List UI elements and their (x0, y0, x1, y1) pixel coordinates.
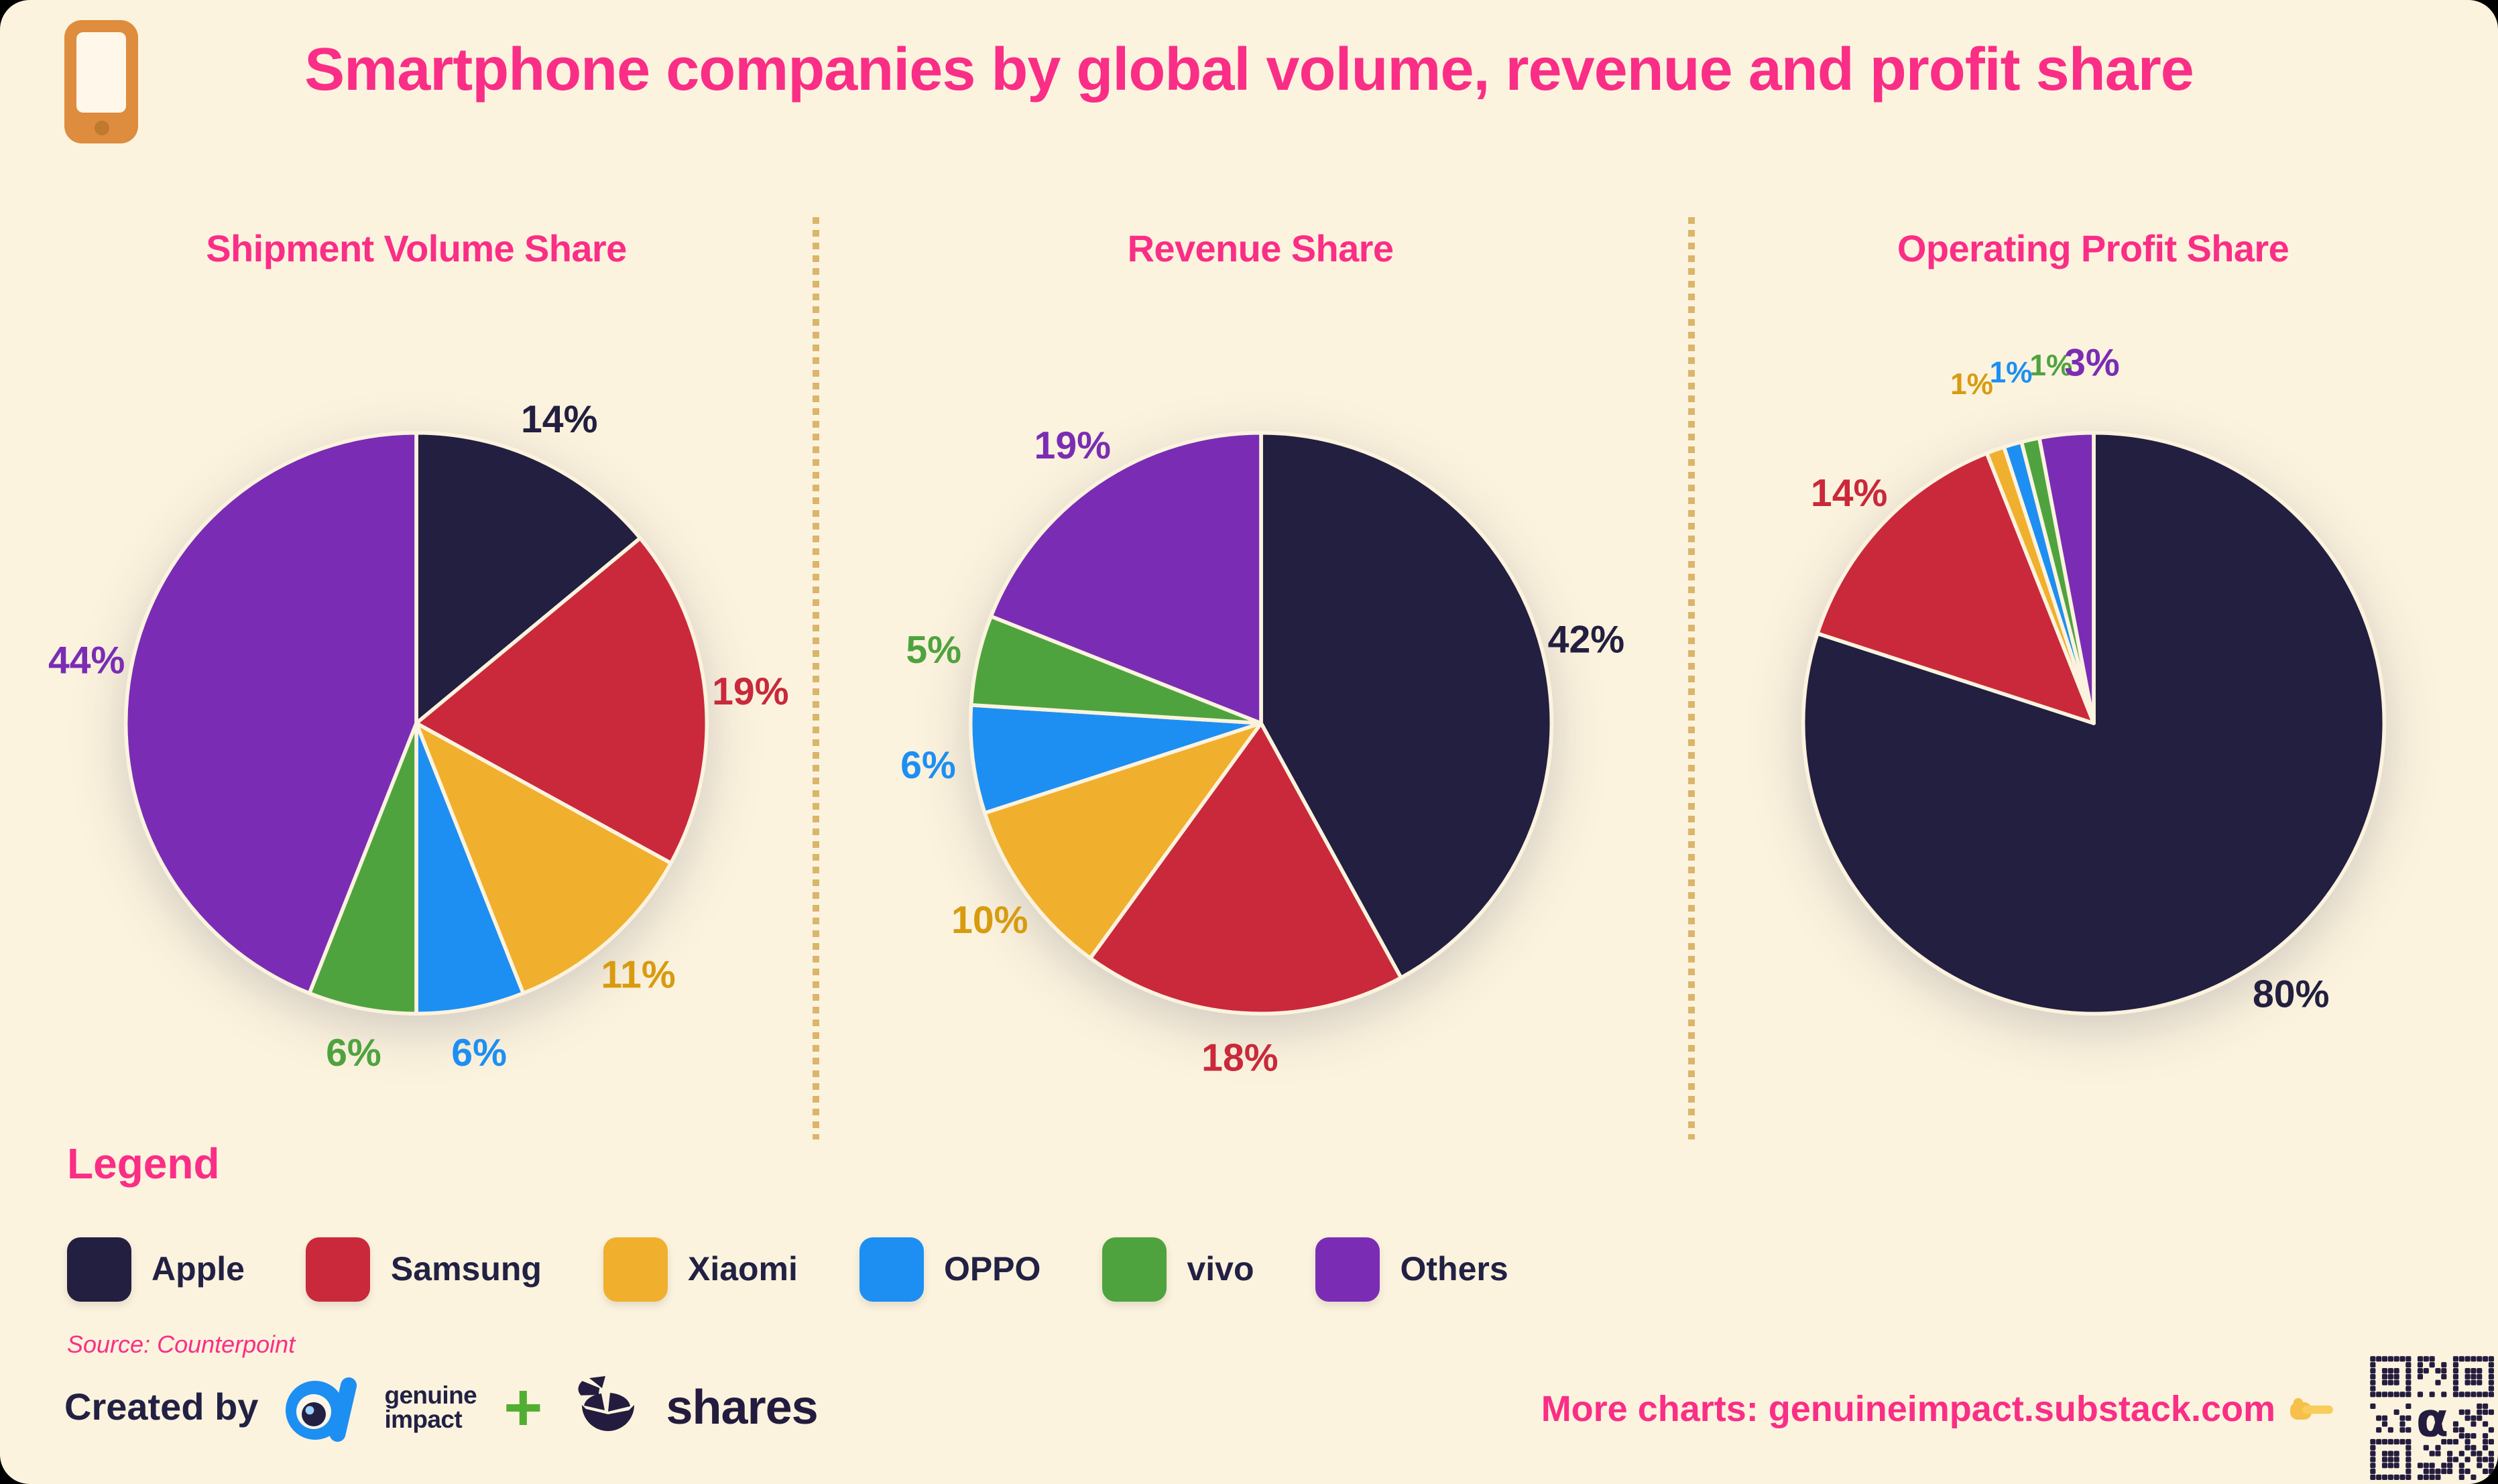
pie-slice-samsung (414, 536, 709, 865)
chart-shipment-volume-share: Shipment Volume Share 14% 19% 11% 6% 6% 44% (0, 201, 833, 1148)
slice-label-others: 44% (48, 639, 125, 682)
created-by-label: Created by (64, 1386, 259, 1428)
more-charts-group: More charts: genuineimpact.substack.com (1541, 1389, 2334, 1430)
slice-label-xiaomi: 10% (951, 899, 1027, 942)
legend-swatch-apple (67, 1237, 131, 1302)
pie-chart-shipment-volume: 14% 19% 11% 6% 6% 44% (0, 398, 833, 1074)
legend-label: Apple (152, 1250, 245, 1288)
slice-label-vivo: 6% (326, 1032, 381, 1074)
pie-chart-operating-profit: 80% 14% 1% 1% 1% 3% (1688, 342, 2498, 1028)
charts-row: Shipment Volume Share 14% 19% 11% 6% 6% 44% R… (0, 201, 2498, 1148)
legend-item-xiaomi: Xiaomi (603, 1237, 798, 1302)
legend-swatch-xiaomi (603, 1237, 668, 1302)
page-title: Smartphone companies by global volume, r… (304, 35, 2194, 103)
legend-label: OPPO (943, 1250, 1041, 1288)
chart-title: Revenue Share (1127, 228, 1394, 269)
slice-label-vivo: 5% (905, 629, 961, 672)
chart-revenue-share: Revenue Share 42% 18% 10% 6% 5% 19% (833, 201, 1688, 1148)
pie-slice-samsung (1087, 721, 1403, 1016)
slice-label-samsung: 19% (712, 670, 788, 713)
dotted-divider (813, 217, 819, 1139)
slice-label-samsung: 14% (1810, 472, 1887, 515)
slice-label-samsung: 18% (1201, 1037, 1277, 1080)
created-by-group: Created by genuine impact + (64, 1366, 819, 1449)
legend-label: vivo (1187, 1250, 1254, 1288)
more-charts-link[interactable]: More charts: genuineimpact.substack.com (1541, 1389, 2275, 1429)
smartphone-icon (64, 20, 138, 143)
qr-code[interactable]: α (2367, 1353, 2498, 1484)
pie-slice-oppo (414, 721, 526, 1016)
legend-label: Others (1400, 1250, 1508, 1288)
slice-label-others: 3% (2064, 342, 2119, 385)
pie-slice-others (2036, 430, 2095, 725)
legend-item-apple: Apple (67, 1237, 245, 1302)
legend-swatch-vivo (1102, 1237, 1167, 1302)
legend-swatch-others (1315, 1237, 1380, 1302)
genuine-impact-wordmark: genuine impact (384, 1380, 477, 1433)
slice-label-apple: 42% (1547, 619, 1624, 662)
smartphone-home-button (94, 121, 109, 135)
pie-slice-apple (1258, 430, 1553, 980)
qr-center-alpha-logo: α (2416, 1392, 2449, 1448)
slice-label-xiaomi: 11% (601, 953, 675, 996)
slice-label-others: 19% (1034, 424, 1110, 467)
legend-title: Legend (67, 1139, 220, 1188)
chart-operating-profit-share: Operating Profit Share 80% 14% 1% 1% 1% 3% (1688, 201, 2498, 1148)
plus-sign: + (503, 1370, 543, 1445)
legend-item-vivo: vivo (1102, 1237, 1254, 1302)
legend: Apple Samsung Xiaomi OPPO vivo Others (67, 1237, 2431, 1302)
pie-slice-others (123, 430, 418, 995)
pointing-finger-icon (2290, 1397, 2333, 1419)
pie-slice-xiaomi (414, 721, 673, 995)
pie-slice-apple (414, 430, 642, 725)
source-note: Source: Counterpoint (67, 1331, 296, 1358)
pie-slice-oppo (967, 702, 1262, 815)
legend-label: Samsung (390, 1250, 542, 1288)
legend-block: Legend Apple Samsung Xiaomi OPPO vivo Others (67, 1139, 2431, 1302)
genuine-impact-alpha-logo (285, 1377, 357, 1442)
slice-label-apple: 80% (2252, 973, 2328, 1016)
smartphone-screen (76, 32, 126, 113)
slice-label-oppo: 1% (1989, 356, 2032, 389)
legend-label: Xiaomi (687, 1250, 798, 1288)
pie-chart-revenue: 42% 18% 10% 6% 5% 19% (833, 418, 1688, 1079)
legend-swatch-samsung (306, 1237, 371, 1302)
shares-pie-logo (578, 1376, 634, 1431)
legend-swatch-oppo (859, 1237, 924, 1302)
dotted-divider (1688, 217, 1695, 1139)
chart-title: Shipment Volume Share (206, 228, 627, 269)
slice-label-apple: 14% (521, 398, 597, 441)
pie-slice-samsung (1815, 451, 2095, 725)
shares-wordmark: shares (666, 1379, 819, 1434)
legend-item-samsung: Samsung (306, 1237, 542, 1302)
slice-label-oppo: 6% (900, 744, 955, 787)
legend-item-oppo: OPPO (859, 1237, 1041, 1302)
slice-label-vivo: 1% (2029, 349, 2072, 382)
slice-label-xiaomi: 1% (1950, 368, 1993, 401)
slice-label-oppo: 6% (451, 1032, 507, 1074)
chart-title: Operating Profit Share (1897, 228, 2289, 269)
legend-item-others: Others (1315, 1237, 1508, 1302)
pie-slice-others (988, 430, 1262, 725)
pie-slice-xiaomi (982, 721, 1262, 961)
header: Smartphone companies by global volume, r… (0, 0, 2498, 201)
footer: Created by genuine impact + (0, 1330, 2498, 1484)
